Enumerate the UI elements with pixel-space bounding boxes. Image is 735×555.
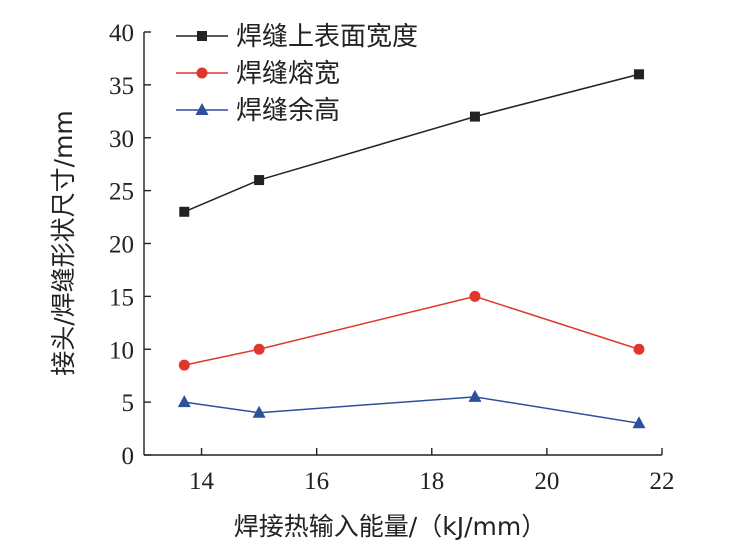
axes xyxy=(143,32,662,456)
y-tick-label: 30 xyxy=(109,126,134,153)
legend-item-3: 焊缝余高 xyxy=(176,96,340,126)
x-tick-label: 14 xyxy=(189,468,215,495)
legend-marker xyxy=(196,67,208,79)
data-point xyxy=(254,175,265,186)
x-axis-label: 焊接热输入能量/（kJ/mm） xyxy=(234,512,546,541)
x-tick-label: 22 xyxy=(650,468,675,495)
data-point xyxy=(253,343,265,355)
y-tick-label: 15 xyxy=(109,284,134,311)
x-tick-label: 18 xyxy=(419,468,444,495)
y-tick-label: 0 xyxy=(122,443,135,470)
legend-marker xyxy=(195,103,209,115)
legend-item-1: 焊缝上表面宽度 xyxy=(176,22,418,52)
data-point xyxy=(632,416,646,429)
legend-item-2: 焊缝熔宽 xyxy=(176,59,340,89)
data-point xyxy=(252,405,266,418)
y-tick-label: 25 xyxy=(109,179,134,206)
y-tick-label: 10 xyxy=(109,337,134,364)
data-point xyxy=(468,389,482,402)
data-point xyxy=(177,395,191,408)
data-point xyxy=(469,111,480,122)
legend-marker xyxy=(197,31,207,41)
y-tick-label: 35 xyxy=(109,73,134,100)
x-ticks: 14 16 18 20 22 xyxy=(189,448,675,495)
y-tick-label: 20 xyxy=(109,232,134,259)
data-point xyxy=(179,206,190,217)
series-group xyxy=(177,69,646,429)
x-tick-label: 20 xyxy=(534,468,559,495)
x-tick-label: 16 xyxy=(304,468,329,495)
data-point xyxy=(633,343,645,355)
series-3 xyxy=(177,389,646,429)
y-ticks: 0 5 10 15 20 25 30 35 40 xyxy=(109,20,151,470)
legend-label: 焊缝上表面宽度 xyxy=(236,22,418,52)
series-line xyxy=(184,295,640,366)
series-1 xyxy=(179,69,644,217)
data-point xyxy=(178,359,190,371)
series-line xyxy=(184,396,640,425)
data-point xyxy=(469,290,481,302)
series-line xyxy=(183,73,640,213)
data-point xyxy=(633,69,644,80)
legend-label: 焊缝余高 xyxy=(236,96,340,126)
y-tick-label: 40 xyxy=(109,20,134,47)
y-axis-label: 接头/焊缝形状尺寸/mm xyxy=(49,110,78,376)
series-2 xyxy=(178,290,645,371)
y-tick-label: 5 xyxy=(122,390,135,417)
legend-label: 焊缝熔宽 xyxy=(236,59,340,89)
